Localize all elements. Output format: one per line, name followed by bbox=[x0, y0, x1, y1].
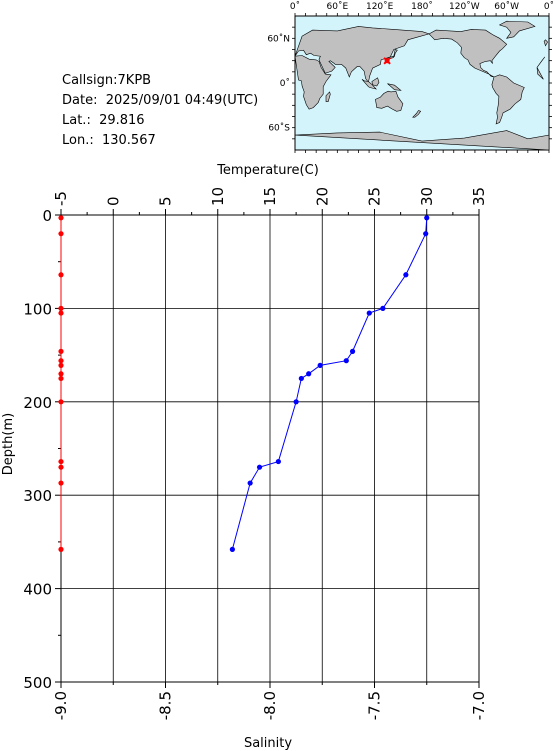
date-text: Date: 2025/09/01 04:49(UTC) bbox=[62, 93, 259, 108]
data-point bbox=[293, 399, 299, 405]
map-longitude-labels: 0˚ 60˚E 120˚E 180˚ 120˚W 60˚W 0˚ bbox=[290, 1, 553, 12]
temperature-tick-label: 0 bbox=[104, 196, 122, 206]
map-lon-label: 0˚ bbox=[290, 1, 300, 12]
temperature-tick-label: 5 bbox=[157, 196, 175, 206]
salinity-tick-label: -7.5 bbox=[366, 691, 384, 720]
land-samerica bbox=[491, 74, 525, 125]
data-series bbox=[58, 215, 430, 552]
depth-axis-title: Depth(m) bbox=[1, 413, 16, 475]
station-marker-dot bbox=[384, 58, 390, 64]
land-madagascar bbox=[325, 91, 331, 102]
depth-tick-label: 400 bbox=[23, 581, 52, 599]
data-point bbox=[58, 215, 64, 221]
world-map: 0˚ 60˚E 120˚E 180˚ 120˚W 60˚W 0˚ 60˚N 0˚ 60˚S bbox=[267, 1, 553, 153]
land-uk bbox=[543, 39, 548, 47]
temperature-tick-label: 10 bbox=[209, 187, 227, 206]
callsign-text: Callsign:7KPB bbox=[62, 73, 152, 88]
salinity-tick-label: -7.0 bbox=[470, 691, 488, 720]
data-point bbox=[58, 371, 64, 377]
map-lat-label: 0˚ bbox=[280, 78, 290, 89]
temperature-axis-title: Temperature(C) bbox=[216, 163, 319, 178]
map-latitude-labels: 60˚N 0˚ 60˚S bbox=[267, 33, 290, 133]
map-frame-ticks bbox=[292, 13, 552, 153]
depth-tick-label: 0 bbox=[42, 207, 52, 225]
depth-tick-label: 200 bbox=[23, 394, 52, 412]
map-lat-label: 60˚N bbox=[267, 33, 290, 44]
data-point bbox=[256, 464, 263, 470]
data-point bbox=[58, 399, 64, 405]
temperature-tick-label: 20 bbox=[313, 187, 331, 206]
data-point bbox=[58, 464, 64, 470]
temperature-tick-label: 15 bbox=[261, 187, 279, 206]
data-point bbox=[58, 272, 64, 278]
data-point bbox=[229, 546, 235, 552]
salinity-tick-label: -8.5 bbox=[157, 691, 175, 720]
map-lon-label: 0˚ bbox=[544, 1, 553, 12]
data-point bbox=[58, 305, 64, 311]
map-land bbox=[294, 20, 550, 151]
data-point bbox=[349, 348, 356, 354]
data-point bbox=[58, 358, 64, 364]
salinity-axis-title: Salinity bbox=[244, 736, 292, 751]
depth-axis: 0 100 200 300 400 500 bbox=[23, 207, 61, 692]
data-point bbox=[366, 310, 372, 316]
salinity-tick-label: -9.0 bbox=[52, 691, 70, 720]
data-point bbox=[58, 375, 64, 382]
salinity-axis: -9.0 -8.5 -8.0 -7.5 -7.0 bbox=[52, 682, 488, 720]
data-point bbox=[247, 480, 253, 486]
data-point bbox=[343, 358, 349, 364]
data-point bbox=[423, 231, 429, 237]
land-antarctica bbox=[294, 130, 550, 151]
longitude-text: Lon.: 130.567 bbox=[62, 133, 156, 148]
data-point bbox=[58, 231, 64, 237]
data-point bbox=[58, 546, 64, 552]
station-marker bbox=[383, 57, 391, 65]
land-newzealand bbox=[412, 110, 422, 118]
temperature-tick-label: -5 bbox=[52, 191, 70, 206]
land-greenland bbox=[498, 20, 536, 39]
temperature-axis: -5 0 5 10 15 20 25 30 35 bbox=[52, 187, 488, 215]
depth-tick-label: 500 bbox=[23, 674, 52, 692]
chart-grid bbox=[60, 214, 480, 683]
land-africa bbox=[294, 55, 546, 110]
land-australia bbox=[375, 90, 404, 112]
data-point bbox=[317, 362, 323, 368]
land-namerica bbox=[428, 29, 508, 78]
depth-profile: -5 0 5 10 15 20 25 30 35 -9.0 -8.5 -8.0 -7.5 -7.0 01… bbox=[1, 163, 488, 751]
map-lat-label: 60˚S bbox=[268, 123, 290, 134]
series-line bbox=[231, 217, 428, 550]
latitude-text: Lat.: 29.816 bbox=[62, 113, 145, 128]
map-lon-label: 120˚E bbox=[366, 1, 394, 12]
map-lon-label: 120˚W bbox=[449, 1, 480, 12]
land-borneo_sumatra bbox=[361, 77, 380, 90]
data-point bbox=[380, 305, 386, 311]
data-point bbox=[58, 458, 64, 465]
temperature-tick-label: 30 bbox=[418, 187, 436, 206]
data-point bbox=[58, 480, 64, 486]
map-lon-label: 180˚ bbox=[411, 1, 433, 12]
depth-tick-label: 300 bbox=[23, 487, 52, 505]
data-point bbox=[275, 458, 281, 465]
land-newguinea bbox=[387, 83, 402, 91]
depth-tick-label: 100 bbox=[23, 300, 52, 318]
map-lon-label: 60˚W bbox=[494, 1, 519, 12]
data-point bbox=[424, 215, 430, 221]
data-point bbox=[306, 371, 312, 377]
data-point bbox=[58, 362, 64, 368]
data-point bbox=[58, 310, 64, 316]
salinity-tick-label: -8.0 bbox=[261, 691, 279, 720]
data-point bbox=[403, 272, 409, 278]
data-point bbox=[298, 375, 304, 382]
station-info: Callsign:7KPB Date: 2025/09/01 04:49(UTC… bbox=[62, 71, 258, 151]
temperature-tick-label: 35 bbox=[470, 187, 488, 206]
temperature-tick-label: 25 bbox=[366, 187, 384, 206]
data-point bbox=[58, 348, 64, 354]
map-lon-label: 60˚E bbox=[327, 1, 349, 12]
